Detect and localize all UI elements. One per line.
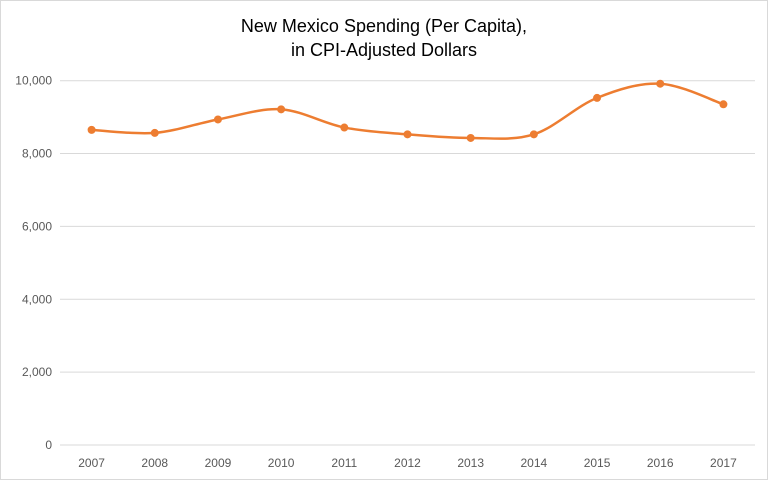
x-tick-label: 2009 [205, 456, 232, 470]
data-point [150, 128, 159, 137]
x-tick-label: 2012 [394, 456, 421, 470]
data-point [213, 115, 222, 124]
chart-title-line1: New Mexico Spending (Per Capita), [240, 16, 528, 36]
chart-title-line2: in CPI-Adjusted Dollars [290, 40, 478, 60]
x-tick-label: 2008 [141, 456, 168, 470]
x-tick-label: 2017 [710, 456, 737, 470]
data-point [719, 100, 728, 109]
data-point [87, 125, 96, 134]
data-point [656, 79, 665, 88]
x-tick-label: 2014 [521, 456, 548, 470]
data-point [466, 133, 475, 142]
x-tick-label: 2013 [457, 456, 484, 470]
data-point [593, 93, 602, 102]
chart-title: New Mexico Spending (Per Capita), in CPI… [0, 14, 768, 62]
data-point [529, 130, 538, 139]
y-tick-label: 10,000 [15, 74, 52, 88]
y-tick-label: 6,000 [22, 219, 52, 233]
x-tick-label: 2011 [331, 456, 357, 470]
y-tick-label: 2,000 [22, 365, 52, 379]
y-tick-label: 4,000 [22, 292, 52, 306]
x-tick-label: 2010 [268, 456, 295, 470]
data-point [403, 130, 412, 139]
data-point [340, 123, 349, 132]
y-tick-label: 8,000 [22, 147, 52, 161]
x-tick-label: 2016 [647, 456, 674, 470]
y-tick-label: 0 [45, 438, 52, 452]
data-point [277, 105, 286, 114]
x-tick-label: 2015 [584, 456, 611, 470]
x-tick-label: 2007 [78, 456, 105, 470]
